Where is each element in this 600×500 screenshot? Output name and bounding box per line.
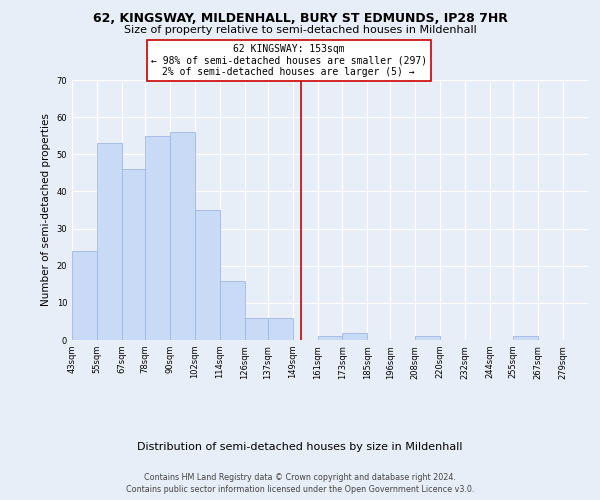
- Bar: [343, 332, 367, 340]
- Bar: [97, 143, 122, 340]
- Bar: [317, 336, 343, 340]
- Bar: [195, 210, 220, 340]
- Y-axis label: Number of semi-detached properties: Number of semi-detached properties: [41, 114, 51, 306]
- Bar: [513, 336, 538, 340]
- Bar: [145, 136, 170, 340]
- Text: Distribution of semi-detached houses by size in Mildenhall: Distribution of semi-detached houses by …: [137, 442, 463, 452]
- Text: Contains HM Land Registry data © Crown copyright and database right 2024.: Contains HM Land Registry data © Crown c…: [144, 472, 456, 482]
- Text: 62 KINGSWAY: 153sqm
← 98% of semi-detached houses are smaller (297)
2% of semi-d: 62 KINGSWAY: 153sqm ← 98% of semi-detach…: [151, 44, 427, 78]
- Bar: [268, 318, 293, 340]
- Bar: [245, 318, 268, 340]
- Text: 62, KINGSWAY, MILDENHALL, BURY ST EDMUNDS, IP28 7HR: 62, KINGSWAY, MILDENHALL, BURY ST EDMUND…: [92, 12, 508, 26]
- Bar: [170, 132, 195, 340]
- Bar: [415, 336, 440, 340]
- Bar: [72, 251, 97, 340]
- Text: Contains public sector information licensed under the Open Government Licence v3: Contains public sector information licen…: [126, 485, 474, 494]
- Bar: [220, 280, 245, 340]
- Bar: [122, 169, 145, 340]
- Text: Size of property relative to semi-detached houses in Mildenhall: Size of property relative to semi-detach…: [124, 25, 476, 35]
